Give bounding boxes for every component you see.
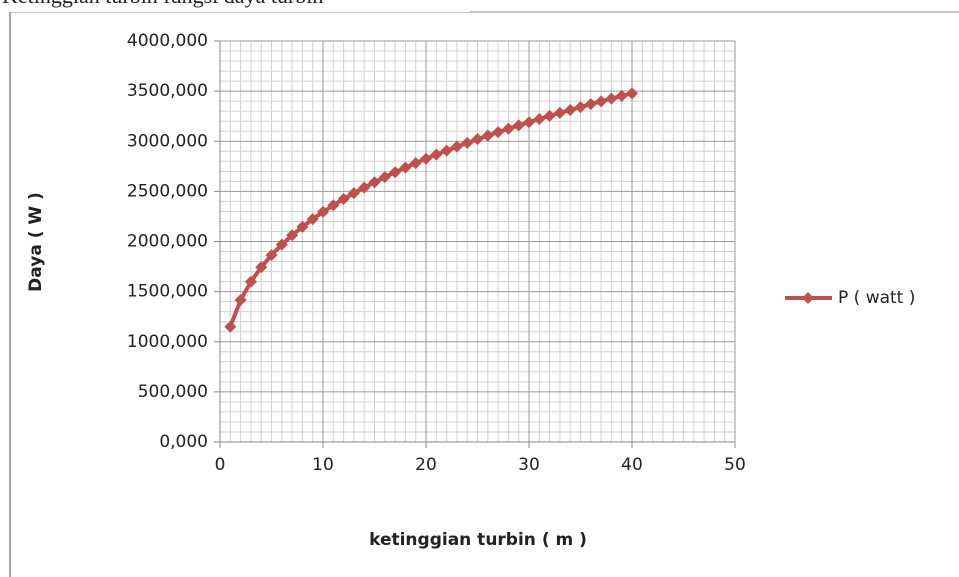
data-point: [358, 181, 371, 194]
data-point: [327, 199, 340, 212]
data-point: [553, 106, 566, 119]
y-tick-label: 3000,000: [127, 131, 208, 151]
data-point: [533, 112, 546, 125]
y-tick-label: 2500,000: [127, 181, 208, 201]
data-point: [368, 176, 381, 189]
data-point: [389, 166, 402, 179]
title-bg: [0, 0, 470, 12]
data-point: [564, 103, 577, 116]
data-point: [615, 89, 628, 102]
y-tick-label: 3500,000: [127, 81, 208, 101]
data-point: [234, 294, 247, 307]
data-point: [224, 320, 237, 333]
data-point: [244, 275, 257, 288]
y-tick-label: 500,000: [138, 382, 208, 402]
data-point: [523, 116, 535, 129]
data-point: [574, 101, 587, 114]
y-tick-label: 2000,000: [127, 232, 208, 252]
data-point: [595, 95, 608, 108]
data-point: [317, 205, 329, 218]
data-point: [296, 220, 309, 233]
data-point: [492, 126, 505, 139]
x-tick-label: 10: [312, 455, 334, 475]
data-point: [286, 229, 299, 242]
y-axis-title: Daya ( W ): [26, 192, 46, 292]
data-point: [409, 157, 422, 170]
data-point: [420, 152, 432, 165]
y-tick-label: 1000,000: [127, 332, 208, 352]
y-tick-label: 0,000: [159, 432, 208, 452]
data-point: [255, 261, 268, 274]
x-tick-label: 50: [724, 455, 746, 475]
legend-label: P ( watt ): [838, 288, 915, 308]
data-point: [584, 98, 597, 111]
page-title: Ketinggian turbin fungsi daya turbin: [2, 0, 323, 8]
y-tick-label: 1500,000: [127, 282, 208, 302]
x-tick-label: 30: [518, 455, 540, 475]
data-point: [481, 129, 494, 142]
x-tick-label: 20: [415, 455, 437, 475]
data-point: [461, 136, 474, 149]
data-point: [471, 133, 484, 146]
data-point: [502, 122, 515, 135]
data-point: [440, 144, 453, 157]
data-point: [512, 119, 525, 132]
data-point: [430, 148, 443, 161]
series-line: [228, 91, 633, 328]
x-tick-label: 40: [621, 455, 643, 475]
data-point: [626, 87, 638, 100]
data-point: [543, 109, 556, 122]
legend-marker: [802, 292, 814, 304]
data-point: [450, 140, 463, 153]
x-axis-title: ketinggian turbin ( m ): [369, 530, 587, 550]
data-point: [399, 161, 412, 174]
data-point: [306, 213, 319, 226]
data-point: [265, 249, 278, 262]
y-tick-label: 4000,000: [127, 31, 208, 51]
data-point: [605, 92, 618, 105]
data-point: [337, 192, 350, 205]
x-tick-label: 0: [215, 455, 226, 475]
data-point: [378, 171, 391, 184]
data-point: [275, 238, 288, 251]
data-point: [347, 187, 360, 200]
